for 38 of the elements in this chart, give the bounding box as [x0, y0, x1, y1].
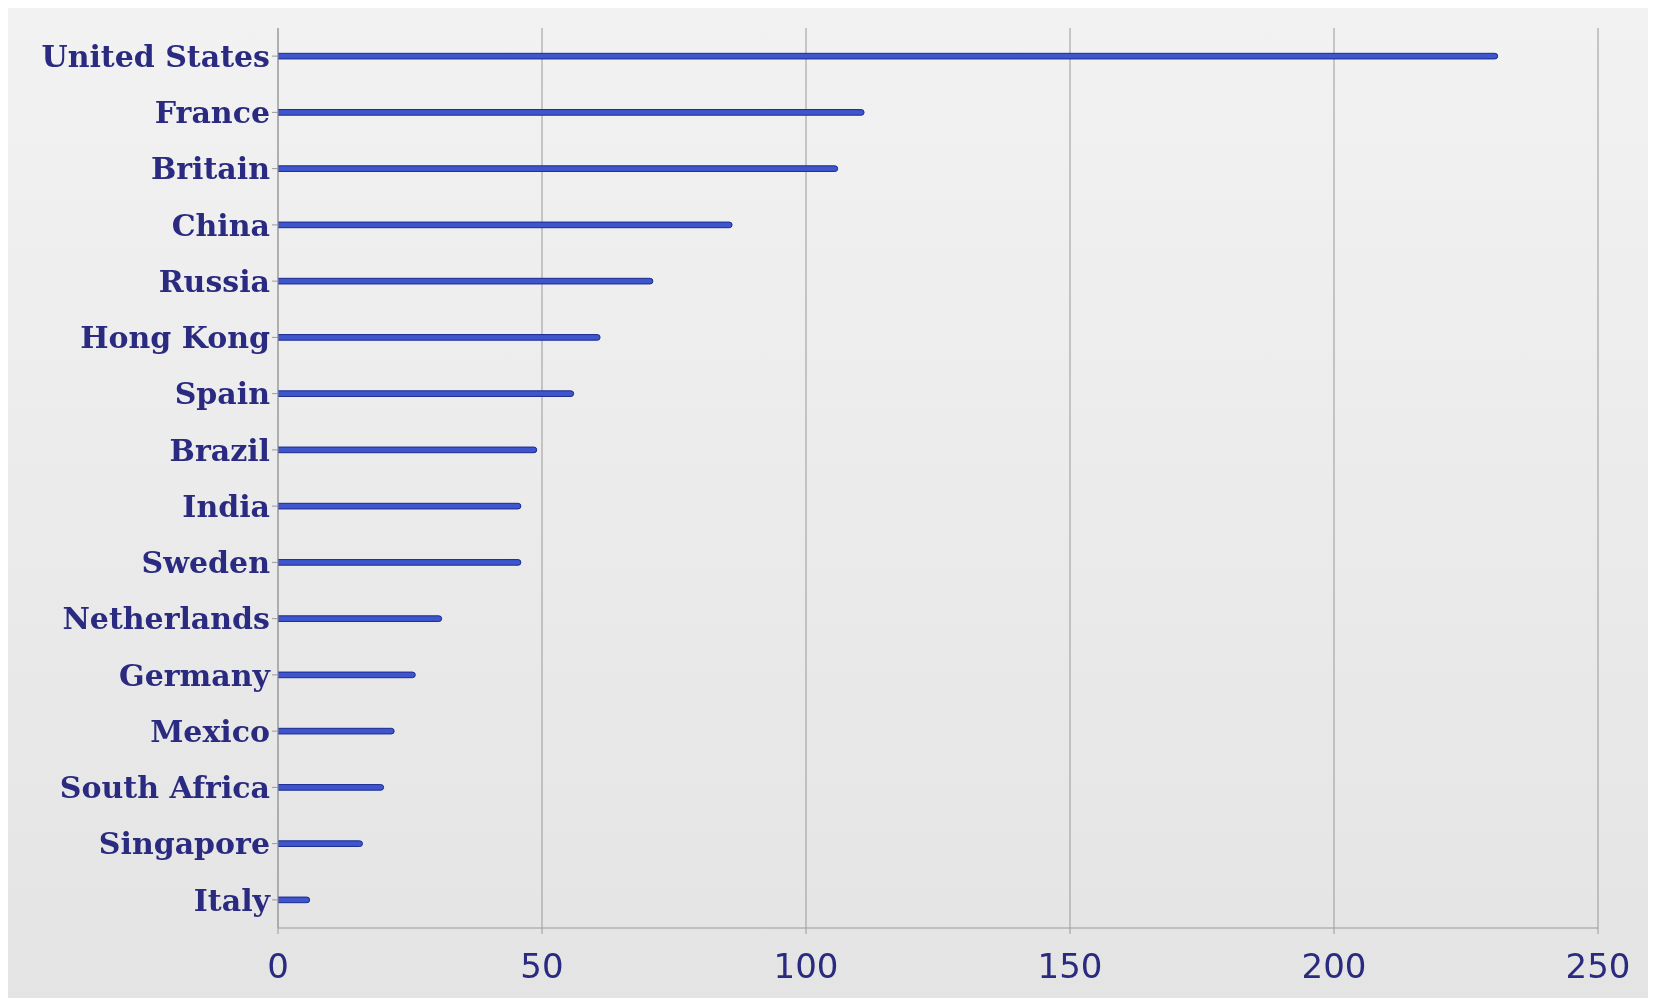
bar [278, 671, 416, 679]
bar [278, 502, 522, 510]
x-tick-label: 250 [1565, 946, 1631, 987]
bar [278, 390, 575, 397]
y-tick-label: Germany [119, 657, 272, 693]
x-tick-label: 200 [1301, 946, 1367, 987]
y-tick-label: Singapore [98, 826, 270, 862]
y-tick-label: Netherlands [62, 601, 270, 637]
y-tick-label: Russia [158, 263, 270, 299]
x-tick-label: 50 [520, 946, 564, 987]
bar [278, 840, 363, 847]
y-tick-label: Hong Kong [80, 320, 271, 356]
y-tick-label: South Africa [59, 770, 270, 806]
bar [278, 559, 522, 566]
y-tick-label: United States [41, 38, 270, 74]
y-tick-label: India [182, 488, 270, 524]
x-tick-label: 100 [773, 946, 839, 987]
bar [278, 727, 395, 735]
y-tick-label: China [171, 207, 270, 243]
bar [278, 277, 654, 285]
bar [278, 896, 311, 904]
bar [278, 165, 839, 172]
x-tick-label: 150 [1037, 946, 1103, 987]
y-tick-label: Sweden [141, 545, 271, 581]
y-tick-label: France [154, 95, 270, 131]
bar [278, 109, 865, 116]
y-tick-label: Italy [193, 882, 272, 918]
bar [278, 221, 733, 229]
y-tick-label: Mexico [150, 713, 270, 749]
bar [278, 615, 443, 622]
x-tick-label: 0 [267, 946, 289, 987]
y-tick-label: Brazil [169, 432, 270, 468]
y-tick-label: Britain [150, 151, 271, 187]
bar [278, 334, 601, 341]
bar [278, 52, 1499, 60]
y-tick-label: Spain [174, 376, 271, 412]
bar [278, 784, 385, 791]
bar [278, 446, 538, 454]
